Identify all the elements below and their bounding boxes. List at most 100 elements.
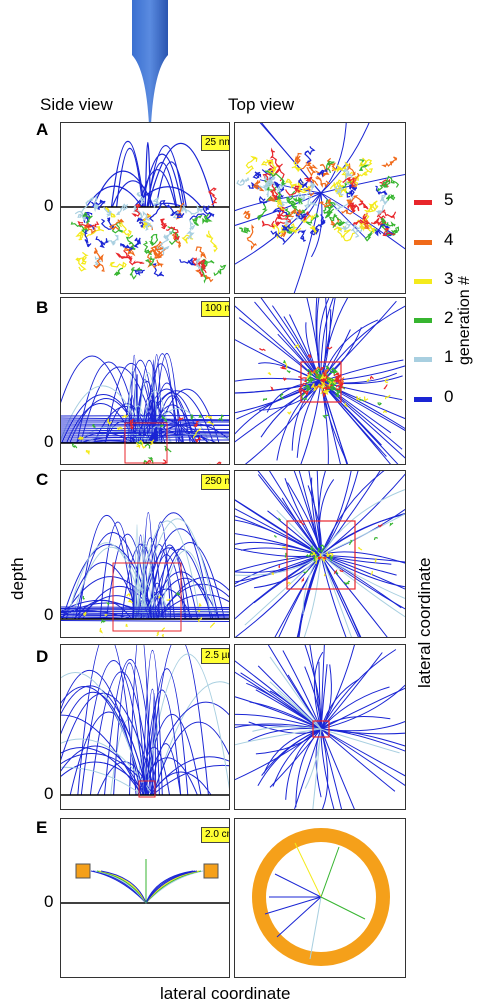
cascade-track [270,230,286,243]
cascade-track [374,558,377,564]
zoom-box [138,780,156,798]
cascade-track [192,420,199,427]
cascade-track [322,414,329,419]
electron-trajectory [150,771,212,796]
cascade-track [315,375,322,381]
cascade-track [288,208,303,218]
cascade-track [197,617,203,623]
cascade-track [144,256,156,267]
cascade-track [370,570,374,576]
electron-trajectory [94,870,147,904]
legend-label-1: 1 [444,347,454,366]
electron-trajectory [320,554,405,610]
cascade-track [322,389,330,396]
cascade-track [82,211,93,224]
panel-c-side-view: 250 nm [60,470,230,638]
electron-trajectory [92,170,154,208]
cascade-track [79,226,105,238]
cascade-track [263,174,276,186]
cascade-track [192,428,202,439]
cascade-track [323,573,326,577]
electron-trajectory [285,728,322,800]
electron-trajectory [61,414,229,417]
cascade-track [333,569,338,575]
cascade-track [202,205,215,218]
cascade-track [280,365,287,370]
electron-trajectory [235,554,322,585]
electron-trajectory [61,434,229,437]
cascade-track [294,343,300,349]
cascade-track [269,147,281,167]
legend-title: generation # [456,276,473,365]
electron-trajectory [157,547,187,620]
cascade-track [301,213,316,224]
cascade-track [278,565,281,569]
electron-trajectory [80,366,159,444]
cascade-track [311,550,317,557]
electron-trajectory [140,528,220,620]
electron-trajectory [147,143,215,208]
cascade-track [105,602,110,606]
electron-trajectory [71,547,151,620]
scale-bar-a: 25 nm [201,135,229,151]
cascade-track [315,214,326,229]
cascade-track [195,436,201,444]
cascade-track [103,206,112,217]
electron-trajectory [320,381,387,457]
electron-trajectory [248,721,322,734]
electron-trajectory [320,728,355,809]
cascade-track [246,224,257,251]
electron-trajectory [320,554,388,637]
cascade-track [187,205,204,215]
electron-trajectory [152,681,229,796]
cascade-track [314,557,318,565]
electron-trajectory [272,728,322,787]
electron-trajectory [155,161,187,208]
electron-trajectory [320,728,405,786]
electron-trajectory [235,554,322,583]
cascade-track [374,224,391,237]
electron-trajectory [152,721,229,796]
cascade-track [82,595,85,600]
cascade-track [93,195,99,213]
cascade-track [301,388,310,400]
electron-trajectory [309,896,322,960]
cascade-track [160,424,164,428]
cascade-track [339,569,344,573]
probe-tip-graphic [132,0,168,125]
electron-trajectory [66,542,147,620]
electron-trajectory [100,870,147,904]
cascade-track [380,217,396,227]
electron-trajectory [134,520,201,620]
cascade-track [107,418,113,426]
cascade-track [260,158,276,169]
cascade-track [346,189,355,198]
electron-trajectory [73,599,133,620]
electron-trajectory [320,728,335,809]
detector-ring [252,828,390,966]
cascade-track [350,204,360,213]
electron-trajectory [277,333,322,383]
electron-trajectory [320,554,405,599]
electron-trajectory [86,431,152,444]
cascade-track [272,181,285,193]
electron-trajectory [76,361,141,444]
electron-trajectory [269,656,322,730]
electron-trajectory [235,554,322,587]
electron-trajectory [320,471,385,556]
electron-trajectory [61,417,229,421]
cascade-track [140,220,153,232]
cascade-track [322,556,327,560]
cascade-track [278,197,291,208]
electron-trajectory [235,541,322,556]
panel-a-top-view [234,122,406,294]
cascade-track [153,247,164,260]
electron-trajectory [116,148,144,208]
cascade-track [309,225,317,235]
cascade-track [297,179,304,190]
cascade-track [198,414,203,419]
cascade-track [301,388,309,396]
cascade-track [304,146,316,164]
electron-trajectory [320,305,405,383]
cascade-track [271,572,275,576]
